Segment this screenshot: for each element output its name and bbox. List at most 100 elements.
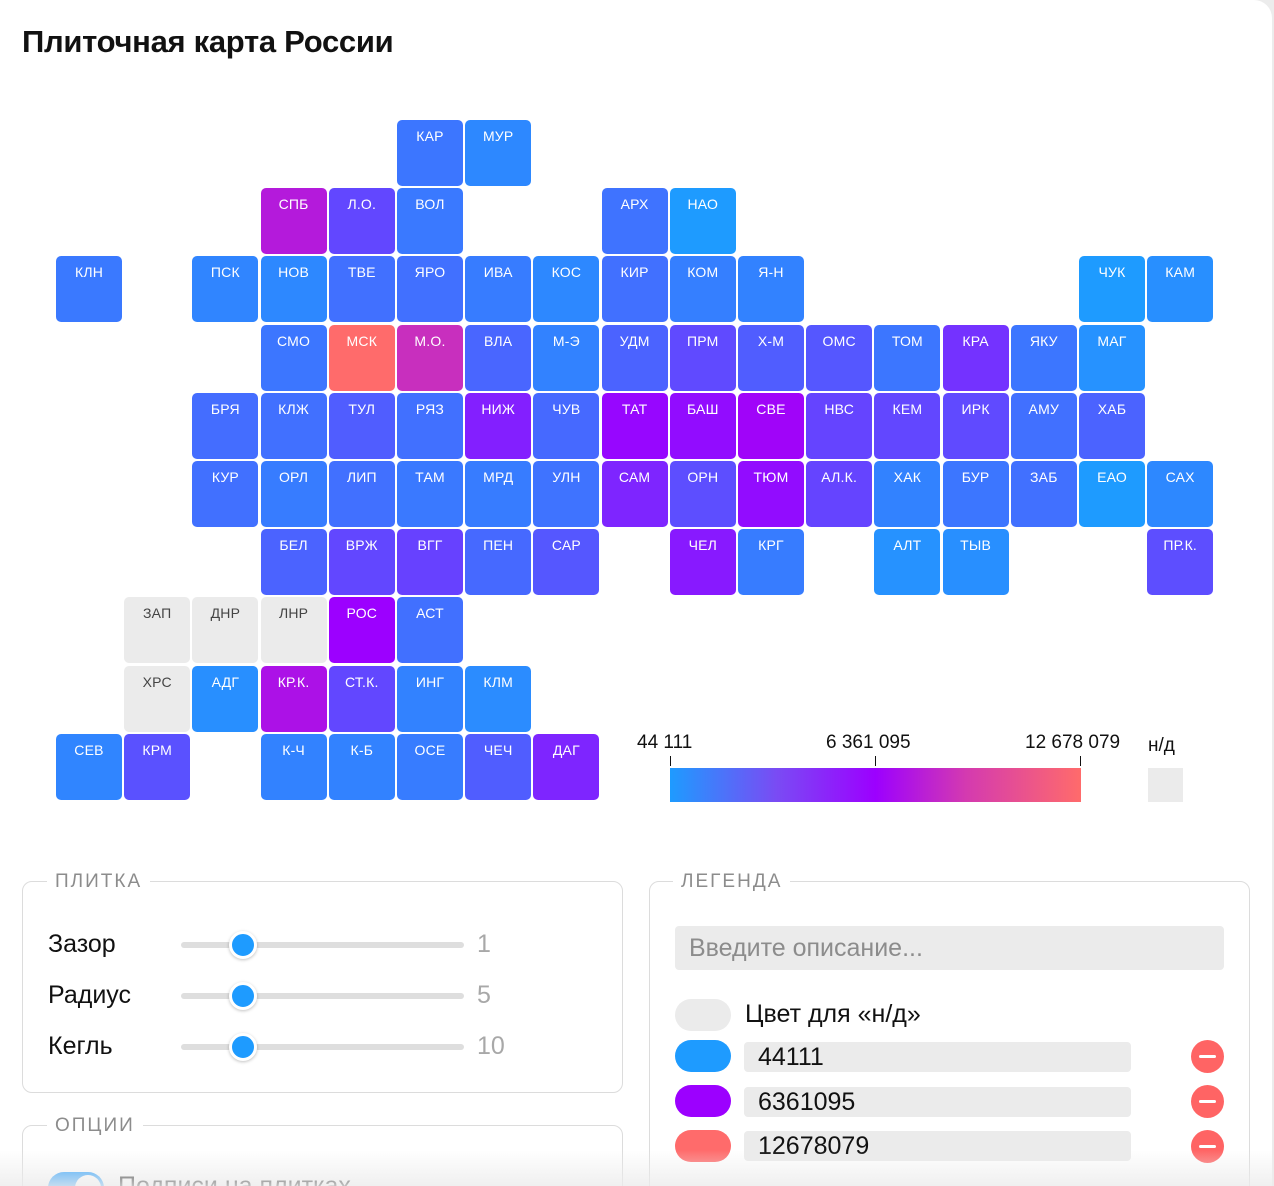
region-tile[interactable]: ХАБ [1079, 392, 1145, 459]
region-tile[interactable]: САМ [601, 461, 668, 527]
stop-color-swatch[interactable] [675, 1130, 731, 1162]
region-tile[interactable]: КРГ [738, 529, 804, 596]
stop-value-input[interactable]: 44111 [744, 1042, 1131, 1072]
remove-stop-button[interactable] [1191, 1085, 1224, 1118]
region-tile[interactable]: КРА [942, 324, 1009, 391]
region-tile[interactable]: М.О. [397, 324, 463, 391]
region-tile[interactable]: СВЕ [738, 392, 804, 459]
region-tile[interactable]: КЕМ [874, 392, 941, 459]
stop-color-swatch[interactable] [675, 1085, 731, 1117]
region-tile[interactable]: ПРМ [669, 324, 736, 391]
region-tile[interactable]: ЯКУ [1010, 324, 1077, 391]
region-tile[interactable]: МАГ [1079, 324, 1145, 391]
gap-slider-thumb[interactable] [229, 931, 258, 959]
region-tile[interactable]: МУР [465, 120, 532, 186]
region-tile[interactable]: КАР [397, 120, 463, 186]
region-tile[interactable]: КЛН [56, 256, 122, 323]
region-tile[interactable]: КР.К. [260, 665, 327, 732]
region-tile[interactable]: ЛНР [260, 597, 327, 664]
region-tile[interactable]: ХАК [874, 461, 941, 527]
region-tile[interactable]: АМУ [1010, 392, 1077, 459]
region-tile[interactable]: ВГГ [397, 529, 463, 596]
region-tile[interactable]: БЕЛ [260, 529, 327, 596]
region-tile[interactable]: БАШ [669, 392, 736, 459]
region-tile[interactable]: БУР [942, 461, 1009, 527]
region-tile[interactable]: КОМ [669, 256, 736, 323]
region-tile[interactable]: ОРЛ [260, 461, 327, 527]
region-tile[interactable]: НВС [806, 392, 873, 459]
region-tile[interactable]: ПР.К. [1147, 529, 1214, 596]
region-tile[interactable]: ДНР [192, 597, 259, 664]
region-tile[interactable]: КОС [533, 256, 600, 323]
region-tile[interactable]: СТ.К. [328, 665, 395, 732]
region-tile[interactable]: ЧЕЛ [669, 529, 736, 596]
gap-slider[interactable] [181, 942, 464, 948]
radius-slider-thumb[interactable] [229, 982, 258, 1010]
stop-value-input[interactable]: 12678079 [744, 1131, 1131, 1161]
font-size-slider[interactable] [181, 1044, 464, 1050]
region-tile[interactable]: ЧУВ [533, 392, 600, 459]
font-size-slider-thumb[interactable] [229, 1033, 258, 1061]
region-tile[interactable]: СПБ [260, 188, 327, 255]
region-tile[interactable]: НАО [669, 188, 736, 255]
region-tile[interactable]: К-Ч [260, 733, 327, 800]
remove-stop-button[interactable] [1191, 1040, 1224, 1073]
region-tile[interactable]: ТАТ [601, 392, 668, 459]
region-tile[interactable]: ИРК [942, 392, 1009, 459]
region-tile[interactable]: ЯРО [397, 256, 463, 323]
region-tile[interactable]: ПЕН [465, 529, 532, 596]
region-tile[interactable]: Я-Н [738, 256, 804, 323]
region-tile[interactable]: КУР [192, 461, 259, 527]
region-tile[interactable]: ТАМ [397, 461, 463, 527]
region-tile[interactable]: Л.О. [328, 188, 395, 255]
region-tile[interactable]: КАМ [1147, 256, 1214, 323]
region-tile[interactable]: ИВА [465, 256, 532, 323]
region-tile[interactable]: САХ [1147, 461, 1214, 527]
labels-toggle[interactable] [48, 1172, 104, 1186]
region-tile[interactable]: ЧЕЧ [465, 733, 532, 800]
region-tile[interactable]: БРЯ [192, 392, 259, 459]
region-tile[interactable]: КЛМ [465, 665, 532, 732]
region-tile[interactable]: ЕАО [1079, 461, 1145, 527]
region-tile[interactable]: ТВЕ [328, 256, 395, 323]
region-tile[interactable]: АЛТ [874, 529, 941, 596]
region-tile[interactable]: АРХ [601, 188, 668, 255]
region-tile[interactable]: К-Б [328, 733, 395, 800]
region-tile[interactable]: М-Э [533, 324, 600, 391]
region-tile[interactable]: ОРН [669, 461, 736, 527]
region-tile[interactable]: ЗАП [124, 597, 191, 664]
region-tile[interactable]: МСК [328, 324, 395, 391]
remove-stop-button[interactable] [1191, 1130, 1224, 1163]
region-tile[interactable]: ХРС [124, 665, 191, 732]
region-tile[interactable]: СМО [260, 324, 327, 391]
region-tile[interactable]: ЛИП [328, 461, 395, 527]
radius-slider[interactable] [181, 993, 464, 999]
region-tile[interactable]: ИНГ [397, 665, 463, 732]
region-tile[interactable]: ВЛА [465, 324, 532, 391]
region-tile[interactable]: ДАГ [533, 733, 600, 800]
region-tile[interactable]: ЧУК [1079, 256, 1145, 323]
region-tile[interactable]: ТУЛ [328, 392, 395, 459]
region-tile[interactable]: ОМС [806, 324, 873, 391]
stop-color-swatch[interactable] [675, 1040, 731, 1072]
region-tile[interactable]: ПСК [192, 256, 259, 323]
region-tile[interactable]: СЕВ [56, 733, 122, 800]
region-tile[interactable]: НИЖ [465, 392, 532, 459]
region-tile[interactable]: ВРЖ [328, 529, 395, 596]
stop-value-input[interactable]: 6361095 [744, 1087, 1131, 1117]
region-tile[interactable]: АЛ.К. [806, 461, 873, 527]
region-tile[interactable]: РОС [328, 597, 395, 664]
region-tile[interactable]: КРМ [124, 733, 191, 800]
region-tile[interactable]: КИР [601, 256, 668, 323]
region-tile[interactable]: ТЫВ [942, 529, 1009, 596]
nd-color-swatch[interactable] [675, 999, 731, 1031]
region-tile[interactable]: УЛН [533, 461, 600, 527]
region-tile[interactable]: АДГ [192, 665, 259, 732]
region-tile[interactable]: ТОМ [874, 324, 941, 391]
region-tile[interactable]: МРД [465, 461, 532, 527]
legend-description-input[interactable] [675, 926, 1224, 970]
region-tile[interactable]: УДМ [601, 324, 668, 391]
region-tile[interactable]: НОВ [260, 256, 327, 323]
region-tile[interactable]: РЯЗ [397, 392, 463, 459]
region-tile[interactable]: ТЮМ [738, 461, 804, 527]
